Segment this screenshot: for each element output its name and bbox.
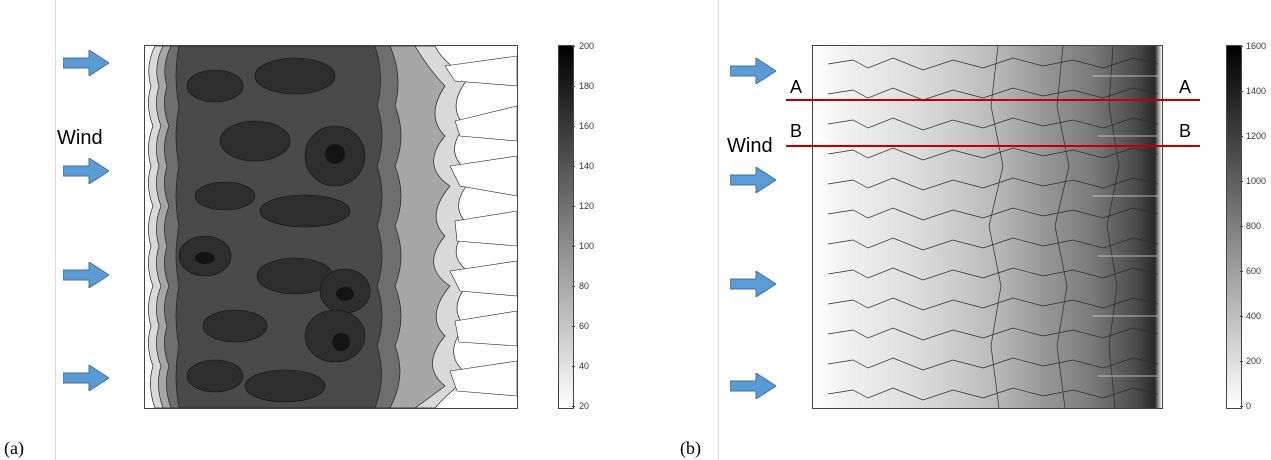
- wind-arrow-icon: [730, 271, 776, 297]
- colorbar-b-tick: 0: [1246, 401, 1252, 411]
- colorbar-a: [558, 45, 574, 409]
- colorbar-b-tick: 600: [1246, 266, 1262, 276]
- wind-arrow-icon: [730, 373, 776, 399]
- colorbar-b-tick: 1200: [1246, 131, 1267, 141]
- section-line-a: [786, 99, 1200, 101]
- colorbar-b-tick: 200: [1246, 356, 1262, 366]
- colorbar-b-tick: 400: [1246, 311, 1262, 321]
- colorbar-a-tick: 80: [579, 281, 590, 291]
- wind-label: Wind: [727, 135, 773, 157]
- colorbar-b-tick: 1600: [1246, 41, 1267, 51]
- colorbar-a-tick: 160: [579, 121, 595, 131]
- section-label-a-right: A: [1179, 77, 1192, 97]
- wind-arrow-icon: [730, 58, 776, 84]
- wind-label: Wind: [57, 127, 103, 149]
- contour-plot-a: [144, 45, 518, 409]
- wind-arrow-icon: [730, 167, 776, 193]
- colorbar-a-tick: 100: [579, 241, 595, 251]
- colorbar-a-tick: 40: [579, 361, 590, 371]
- section-line-b: [786, 145, 1200, 147]
- wind-arrow-icon: [63, 365, 109, 391]
- panel-a-divider: [55, 0, 56, 460]
- wind-arrow-icon: [63, 158, 109, 184]
- section-label-b-right: B: [1179, 121, 1192, 141]
- colorbar-a-tick: 180: [579, 81, 595, 91]
- wind-arrow-icon: [63, 50, 109, 76]
- wind-arrow-icon: [63, 262, 109, 288]
- panel-a-label: (a): [4, 438, 24, 458]
- colorbar-b-tick: 1400: [1246, 86, 1267, 96]
- colorbar-b-tick: 1000: [1246, 176, 1267, 186]
- colorbar-a-tick: 140: [579, 161, 595, 171]
- section-label-b-left: B: [790, 121, 803, 141]
- colorbar-a-tick: 60: [579, 321, 590, 331]
- colorbar-a-tick: 20: [579, 401, 590, 411]
- section-label-a-left: A: [790, 77, 803, 97]
- contour-plot-b: [812, 45, 1163, 409]
- colorbar-b-tick: 800: [1246, 221, 1262, 231]
- colorbar-b: [1226, 45, 1242, 409]
- panel-b-label: (b): [680, 438, 701, 458]
- colorbar-a-tick: 200: [579, 41, 595, 51]
- colorbar-a-tick: 120: [579, 201, 595, 211]
- panel-b-divider: [718, 0, 719, 460]
